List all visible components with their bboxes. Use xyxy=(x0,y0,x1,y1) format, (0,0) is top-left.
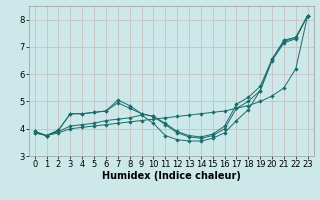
X-axis label: Humidex (Indice chaleur): Humidex (Indice chaleur) xyxy=(102,171,241,181)
